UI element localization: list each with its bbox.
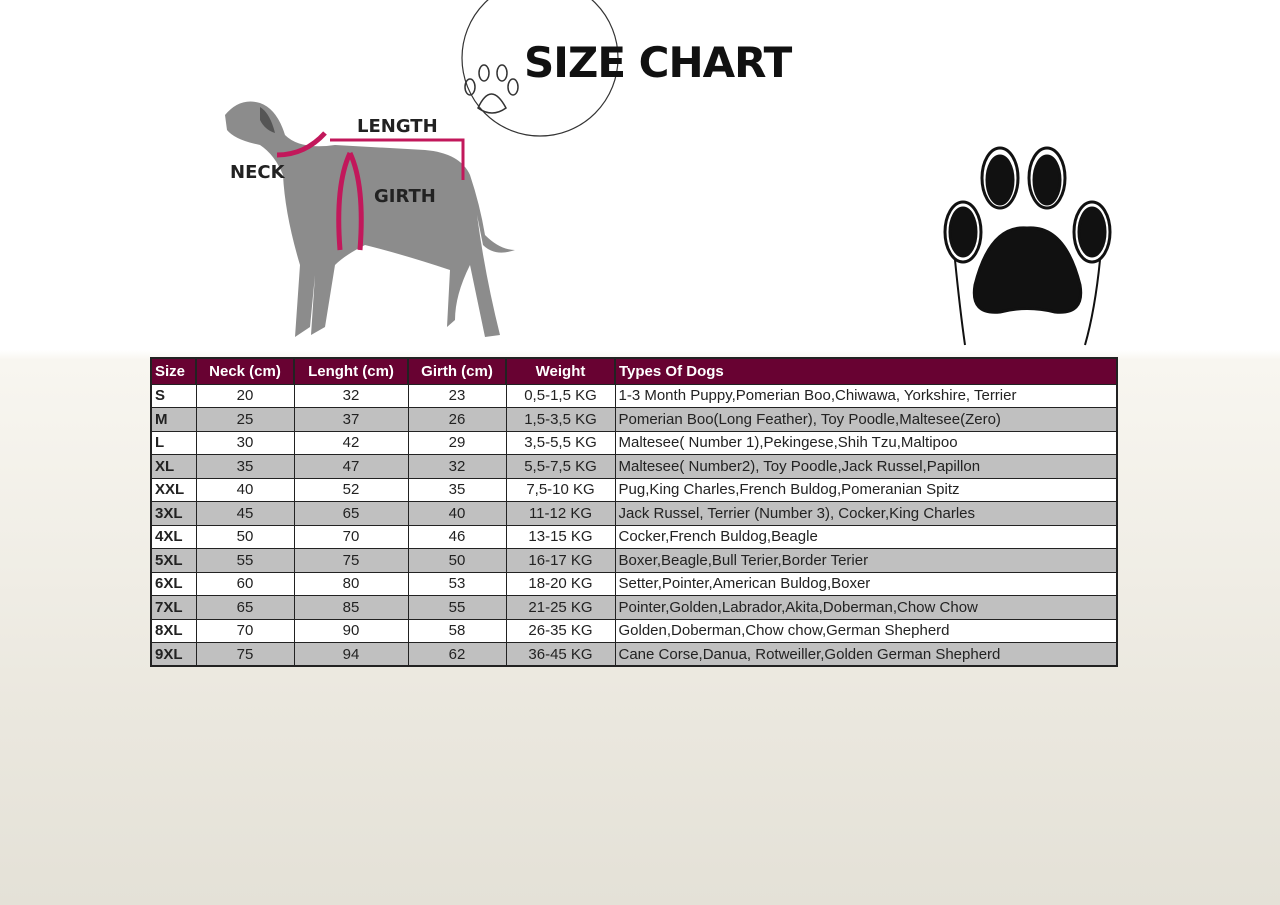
cell-neck: 45: [195, 501, 295, 526]
table-row: 6XL 60 80 53 18-20 KG Setter,Pointer,American…: [150, 571, 1118, 596]
cell-length: 90: [293, 618, 409, 643]
cell-size: 7XL: [150, 595, 197, 620]
cell-neck: 40: [195, 477, 295, 502]
table-row: 5XL 55 75 50 16-17 KG Boxer,Beagle,Bull Terie…: [150, 548, 1118, 573]
cell-neck: 75: [195, 642, 295, 667]
cell-girth: 29: [407, 430, 507, 455]
cell-neck: 20: [195, 383, 295, 408]
table-row: 7XL 65 85 55 21-25 KG Pointer,Golden,Labrador…: [150, 595, 1118, 620]
cell-weight: 0,5-1,5 KG: [505, 383, 616, 408]
col-weight: Weight: [506, 358, 616, 384]
cell-length: 65: [293, 501, 409, 526]
cell-neck: 25: [195, 407, 295, 432]
cell-weight: 13-15 KG: [505, 524, 616, 549]
col-girth: Girth (cm): [408, 358, 507, 384]
cell-girth: 50: [407, 548, 507, 573]
cell-types: Maltesee( Number2), Toy Poodle,Jack Russ…: [614, 454, 1118, 479]
cell-types: Pomerian Boo(Long Feather), Toy Poodle,M…: [614, 407, 1118, 432]
cell-size: S: [150, 383, 197, 408]
page-title: SIZE CHART: [524, 38, 792, 87]
cell-weight: 1,5-3,5 KG: [505, 407, 616, 432]
paw-logo-circle: [461, 0, 619, 137]
cell-weight: 21-25 KG: [505, 595, 616, 620]
table-row: 9XL 75 94 62 36-45 KG Cane Corse,Danua, Rotwe…: [150, 642, 1118, 667]
cell-types: Boxer,Beagle,Bull Terier,Border Terier: [614, 548, 1118, 573]
cell-girth: 35: [407, 477, 507, 502]
paw-print-icon: [943, 146, 1112, 346]
cell-girth: 62: [407, 642, 507, 667]
cell-types: Setter,Pointer,American Buldog,Boxer: [614, 571, 1118, 596]
cell-size: 4XL: [150, 524, 197, 549]
table-row: 4XL 50 70 46 13-15 KG Cocker,French Buldog,Be…: [150, 524, 1118, 549]
cell-types: Pug,King Charles,French Buldog,Pomerania…: [614, 477, 1118, 502]
cell-weight: 16-17 KG: [505, 548, 616, 573]
col-size: Size: [151, 358, 197, 384]
cell-length: 80: [293, 571, 409, 596]
cell-girth: 58: [407, 618, 507, 643]
cell-length: 42: [293, 430, 409, 455]
cell-types: Jack Russel, Terrier (Number 3), Cocker,…: [614, 501, 1118, 526]
cell-types: Cocker,French Buldog,Beagle: [614, 524, 1118, 549]
cell-girth: 55: [407, 595, 507, 620]
cell-girth: 32: [407, 454, 507, 479]
cell-neck: 55: [195, 548, 295, 573]
table-row: XXL 40 52 35 7,5-10 KG Pug,King Charles,Frenc…: [150, 477, 1118, 502]
cell-types: Pointer,Golden,Labrador,Akita,Doberman,C…: [614, 595, 1118, 620]
cell-size: XXL: [150, 477, 197, 502]
cell-weight: 18-20 KG: [505, 571, 616, 596]
size-chart-table: Size Neck (cm) Lenght (cm) Girth (cm) We…: [150, 357, 1118, 667]
cell-size: 6XL: [150, 571, 197, 596]
cell-size: 9XL: [150, 642, 197, 667]
cell-size: 5XL: [150, 548, 197, 573]
col-neck: Neck (cm): [196, 358, 295, 384]
cell-weight: 11-12 KG: [505, 501, 616, 526]
cell-types: 1-3 Month Puppy,Pomerian Boo,Chiwawa, Yo…: [614, 383, 1118, 408]
cell-weight: 5,5-7,5 KG: [505, 454, 616, 479]
cell-neck: 30: [195, 430, 295, 455]
cell-girth: 53: [407, 571, 507, 596]
cell-size: XL: [150, 454, 197, 479]
cell-size: L: [150, 430, 197, 455]
col-length: Lenght (cm): [294, 358, 409, 384]
cell-weight: 36-45 KG: [505, 642, 616, 667]
cell-length: 47: [293, 454, 409, 479]
cell-length: 85: [293, 595, 409, 620]
col-types: Types Of Dogs: [615, 358, 1118, 384]
dog-measurement-illustration: [225, 101, 515, 337]
table-row: L 30 42 29 3,5-5,5 KG Maltesee( Number 1),Pek…: [150, 430, 1118, 455]
neck-label: NECK: [230, 162, 285, 183]
cell-length: 52: [293, 477, 409, 502]
table-row: S 20 32 23 0,5-1,5 KG 1-3 Month Puppy,Pomeria…: [150, 383, 1118, 408]
cell-girth: 46: [407, 524, 507, 549]
cell-length: 70: [293, 524, 409, 549]
cell-girth: 23: [407, 383, 507, 408]
table-row: M 25 37 26 1,5-3,5 KG Pomerian Boo(Long Feath…: [150, 407, 1118, 432]
girth-label: GIRTH: [374, 186, 436, 207]
cell-size: 3XL: [150, 501, 197, 526]
table-row: 3XL 45 65 40 11-12 KG Jack Russel, Terrier (N…: [150, 501, 1118, 526]
table-row: XL 35 47 32 5,5-7,5 KG Maltesee( Number2), To…: [150, 454, 1118, 479]
cell-neck: 65: [195, 595, 295, 620]
table-row: 8XL 70 90 58 26-35 KG Golden,Doberman,Chow ch…: [150, 618, 1118, 643]
cell-length: 94: [293, 642, 409, 667]
cell-weight: 3,5-5,5 KG: [505, 430, 616, 455]
length-label: LENGTH: [357, 116, 438, 137]
cell-weight: 26-35 KG: [505, 618, 616, 643]
cell-size: 8XL: [150, 618, 197, 643]
cell-types: Cane Corse,Danua, Rotweiller,Golden Germ…: [614, 642, 1118, 667]
cell-types: Maltesee( Number 1),Pekingese,Shih Tzu,M…: [614, 430, 1118, 455]
cell-girth: 26: [407, 407, 507, 432]
cell-neck: 70: [195, 618, 295, 643]
cell-girth: 40: [407, 501, 507, 526]
cell-length: 32: [293, 383, 409, 408]
table-header-row: Size Neck (cm) Lenght (cm) Girth (cm) We…: [151, 358, 1118, 384]
cell-neck: 35: [195, 454, 295, 479]
cell-neck: 50: [195, 524, 295, 549]
cell-length: 75: [293, 548, 409, 573]
cell-neck: 60: [195, 571, 295, 596]
cell-length: 37: [293, 407, 409, 432]
cell-types: Golden,Doberman,Chow chow,German Shepher…: [614, 618, 1118, 643]
cell-size: M: [150, 407, 197, 432]
cell-weight: 7,5-10 KG: [505, 477, 616, 502]
